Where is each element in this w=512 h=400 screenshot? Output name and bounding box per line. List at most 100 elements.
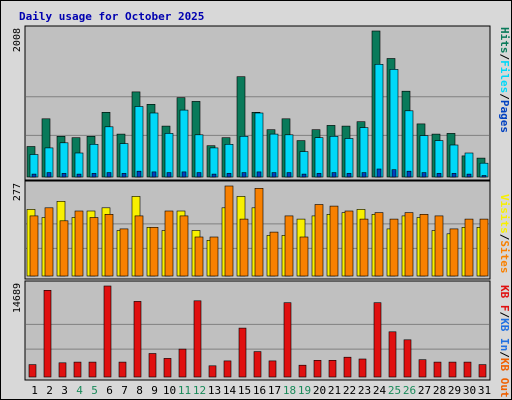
pages-bar: [91, 173, 97, 178]
files-bar: [59, 142, 69, 178]
sites-bar: [329, 205, 339, 277]
kb-f-bar: [238, 327, 247, 378]
legend-pages: Pages: [498, 100, 511, 133]
kb-f-bar: [103, 285, 112, 378]
pages-bar: [406, 170, 412, 178]
kb-f-bar: [118, 361, 127, 378]
files-bar: [434, 140, 444, 178]
files-bar: [254, 112, 264, 178]
legend-visits: Visits: [498, 194, 511, 234]
files-bar: [119, 143, 129, 178]
day-tick-label: 16: [253, 384, 266, 397]
pages-bar: [481, 175, 487, 178]
sites-bar: [299, 236, 309, 277]
sites-bar: [44, 207, 54, 277]
day-tick-label: 11: [178, 384, 191, 397]
sites-bar: [29, 215, 39, 277]
sites-bar: [314, 204, 324, 277]
day-tick-label: 29: [448, 384, 461, 397]
sites-bar: [164, 210, 174, 277]
kb-f-bar: [403, 339, 412, 378]
kb-f-bar: [343, 356, 352, 378]
kb-f-bar: [208, 365, 217, 378]
files-bar: [239, 136, 249, 178]
pages-bar: [376, 168, 382, 178]
day-tick-label: 27: [418, 384, 431, 397]
day-tick-label: 30: [463, 384, 476, 397]
day-tick-label: 6: [106, 384, 113, 397]
files-bar: [194, 134, 204, 178]
files-bar: [104, 126, 114, 178]
kb-f-bar: [478, 364, 487, 378]
pages-bar: [61, 173, 67, 178]
sites-bar: [224, 185, 234, 277]
kb-f-bar: [58, 362, 67, 378]
files-bar: [404, 110, 414, 178]
files-bar: [224, 144, 234, 178]
day-tick-label: 8: [136, 384, 143, 397]
sites-bar: [404, 212, 414, 277]
visits-sites-max-label: 277: [12, 183, 23, 201]
pages-bar: [286, 172, 292, 178]
kb-f-bar: [418, 359, 427, 378]
pages-bar: [466, 173, 472, 178]
legend-files: Files: [498, 60, 511, 93]
kb-f-bar: [448, 361, 457, 378]
pages-bar: [421, 172, 427, 178]
sites-bar: [179, 215, 189, 277]
legend-sites: Sites: [498, 240, 511, 273]
pages-bar: [391, 169, 397, 178]
files-bar: [314, 137, 324, 178]
day-tick-label: 19: [298, 384, 311, 397]
day-tick-label: 17: [268, 384, 281, 397]
kb-f-bar: [133, 301, 142, 378]
day-tick-label: 1: [31, 384, 38, 397]
pages-bar: [121, 173, 127, 178]
kb-f-bar: [298, 364, 307, 378]
files-bar: [89, 144, 99, 178]
day-tick-label: 13: [208, 384, 221, 397]
chart-title: Daily usage for October 2025: [19, 10, 204, 23]
sites-bar: [254, 188, 264, 277]
kb-f-bar: [253, 351, 262, 378]
hits-files-pages-max-label: 2008: [12, 28, 23, 52]
sites-bar: [194, 236, 204, 277]
files-bar: [389, 69, 399, 178]
pages-bar: [346, 173, 352, 178]
files-bar: [464, 152, 474, 178]
files-bar: [284, 134, 294, 178]
sites-bar: [119, 228, 129, 277]
kb-f-bar: [283, 302, 292, 378]
legend-bottom: KB F/KB In/KB Out: [498, 285, 511, 398]
pages-bar: [301, 173, 307, 178]
sites-bar: [434, 215, 444, 277]
files-bar: [209, 147, 219, 178]
pages-bar: [151, 171, 157, 178]
files-bar: [74, 152, 84, 178]
sites-bar: [149, 227, 159, 277]
day-tick-label: 26: [403, 384, 416, 397]
sites-bar: [359, 218, 369, 277]
kb-f-bar: [88, 361, 97, 378]
sites-bar: [89, 217, 99, 277]
day-tick-label: 23: [358, 384, 371, 397]
sites-bar: [134, 215, 144, 277]
kb-f-bar: [358, 358, 367, 378]
sites-bar: [479, 218, 489, 277]
sites-bar: [389, 218, 399, 277]
sites-bar: [419, 214, 429, 277]
day-tick-label: 10: [163, 384, 176, 397]
files-bar: [299, 151, 309, 178]
day-tick-label: 25: [388, 384, 401, 397]
kb-f-bar: [163, 358, 172, 378]
legend-kb-in: KB In: [498, 318, 511, 351]
pages-bar: [271, 172, 277, 178]
legend-separator: /: [498, 312, 511, 319]
kb-f-bar: [28, 364, 37, 378]
kb-f-bar: [43, 289, 52, 378]
files-bar: [359, 127, 369, 178]
pages-bar: [241, 172, 247, 178]
pages-bar: [451, 173, 457, 178]
files-bar: [419, 135, 429, 178]
